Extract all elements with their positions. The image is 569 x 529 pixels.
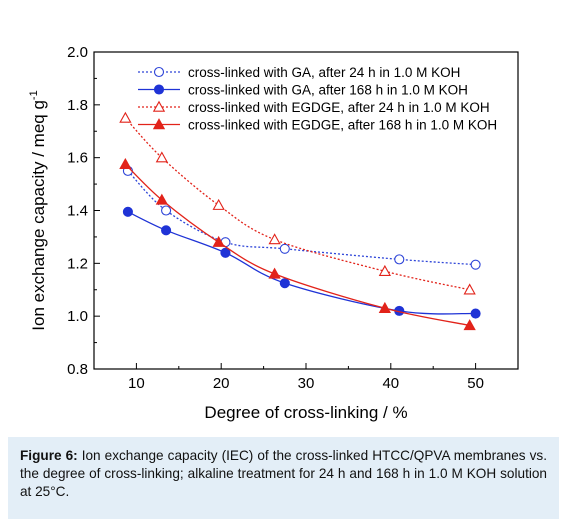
x-tick-label: 40 [382, 375, 399, 392]
data-point [212, 235, 225, 247]
ion-exchange-chart: 10 20 30 40 50 0.8 1.0 1.2 1.4 1.6 1.8 2.0 cross-l… [28, 44, 519, 422]
y-tick-label: 1.2 [67, 255, 88, 272]
caption-text: Ion exchange capacity (IEC) of the cross… [20, 448, 547, 499]
series-layer [119, 111, 481, 331]
data-point [153, 84, 165, 95]
data-point [153, 66, 165, 78]
legend-label: cross-linked with EGDGE, after 168 h in … [188, 118, 497, 133]
figure-caption: Figure 6: Ion exchange capacity (IEC) of… [8, 437, 559, 519]
data-point [463, 319, 476, 331]
series-1 [122, 165, 481, 270]
series-line [127, 211, 476, 315]
legend-label: cross-linked with EGDGE, after 24 h in 1… [188, 100, 490, 115]
data-point [119, 157, 132, 169]
series-3 [119, 111, 476, 295]
x-tick-label: 20 [213, 375, 230, 392]
x-tick-label: 10 [128, 375, 145, 392]
legend-item: cross-linked with EGDGE, after 168 h in … [138, 118, 497, 133]
y-tick-label: 1.4 [67, 203, 88, 220]
data-point [152, 118, 166, 130]
data-point [212, 198, 225, 210]
data-point [119, 111, 132, 123]
y-tick-label: 1.0 [67, 308, 88, 325]
data-point [220, 247, 231, 258]
y-tick-label: 0.8 [67, 361, 88, 378]
data-point [378, 301, 391, 313]
legend: cross-linked with GA, after 24 h in 1.0 … [138, 65, 497, 133]
data-point [268, 267, 281, 279]
data-point [470, 308, 481, 319]
data-point [161, 225, 172, 236]
legend-item: cross-linked with GA, after 168 h in 1.0… [138, 83, 468, 98]
data-point [463, 283, 476, 295]
y-tick-label: 1.6 [67, 150, 88, 167]
data-point [155, 193, 168, 205]
series-line [124, 117, 470, 291]
data-point [268, 233, 281, 245]
data-point [470, 259, 481, 270]
legend-item: cross-linked with EGDGE, after 24 h in 1… [138, 100, 490, 115]
x-tick-label: 50 [467, 375, 484, 392]
y-axis-label-main: Ion exchange capacity / meq g [29, 100, 48, 331]
y-axis-label-superscript: -1 [28, 90, 40, 100]
legend-item: cross-linked with GA, after 24 h in 1.0 … [138, 65, 460, 80]
series-4 [119, 157, 476, 331]
y-axis: 0.8 1.0 1.2 1.4 1.6 1.8 2.0 [67, 44, 100, 378]
y-tick-label: 2.0 [67, 44, 88, 61]
series-line [124, 163, 470, 327]
data-point [155, 151, 168, 163]
caption-label: Figure 6: [20, 448, 78, 463]
data-point [152, 100, 166, 112]
data-point [161, 205, 172, 216]
y-axis-label: Ion exchange capacity / meq g-1 [28, 90, 48, 330]
data-point [394, 254, 405, 265]
data-point [279, 278, 290, 289]
data-point [378, 264, 391, 276]
legend-label: cross-linked with GA, after 168 h in 1.0… [188, 83, 468, 98]
series-line [127, 170, 476, 266]
x-tick-label: 30 [298, 375, 315, 392]
data-point [279, 243, 290, 254]
x-axis: 10 20 30 40 50 [128, 363, 484, 392]
data-point [122, 206, 133, 217]
legend-label: cross-linked with GA, after 24 h in 1.0 … [188, 65, 460, 80]
y-tick-label: 1.8 [67, 97, 88, 114]
series-2 [122, 206, 481, 319]
x-axis-label: Degree of cross-linking / % [204, 403, 407, 422]
